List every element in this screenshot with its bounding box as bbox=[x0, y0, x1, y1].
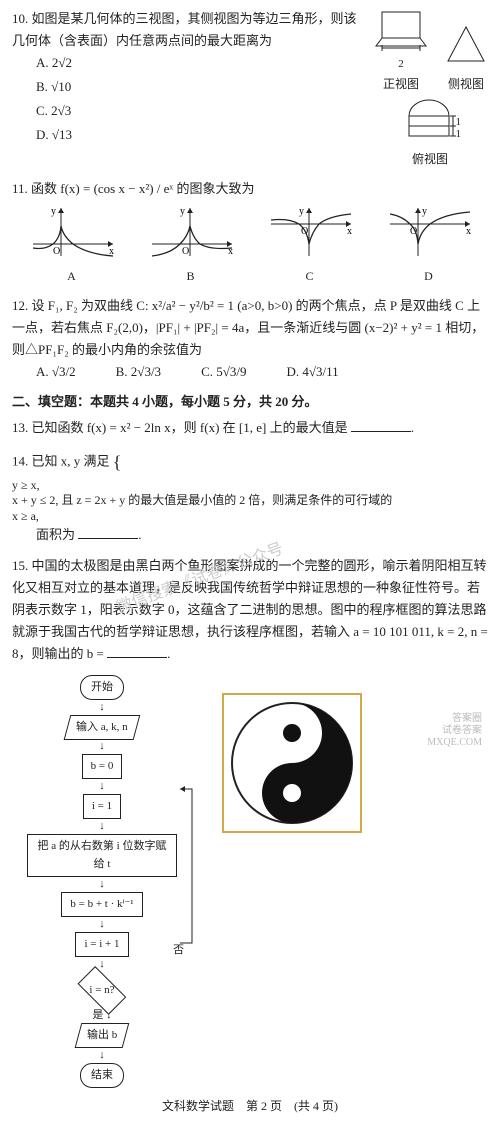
svg-text:x: x bbox=[347, 226, 352, 237]
graph-d-icon: xyO bbox=[384, 204, 474, 260]
graph-a-icon: xyO bbox=[27, 204, 117, 260]
q15-blank bbox=[107, 644, 167, 658]
yinyang-figure bbox=[222, 673, 362, 833]
graph-a-label: A bbox=[27, 266, 117, 286]
flow-start: 开始 bbox=[80, 675, 124, 700]
watermark-corner: 答案圈 试卷答案 MXQE.COM bbox=[427, 713, 482, 749]
q13-text: 13. 已知函数 f(x) = x² − 2ln x，则 f(x) 在 [1, … bbox=[12, 420, 348, 435]
q12-text: 12. 设 F₁, F₂ 为双曲线 C: x²/a² − y²/b² = 1 (… bbox=[12, 295, 488, 361]
yinyang-icon bbox=[224, 695, 360, 831]
graph-b-icon: xyO bbox=[146, 204, 236, 260]
svg-text:y: y bbox=[422, 206, 427, 217]
side-label: 侧视图 bbox=[444, 74, 488, 94]
flow-inc: i = i + 1 bbox=[75, 932, 128, 957]
flow-i1: i = 1 bbox=[83, 794, 121, 819]
flowchart-yinyang-row: 开始 ↓ 输入 a, k, n ↓ b = 0 ↓ i = 1 ↓ 把 a 的从… bbox=[12, 673, 488, 1090]
q15-text: 15. 中国的太极图是由黑白两个鱼形图案拼成的一个完整的圆形，喻示着阴阳相互转化… bbox=[12, 558, 488, 661]
top-label: 俯视图 bbox=[401, 149, 459, 169]
svg-text:y: y bbox=[51, 206, 56, 217]
flow-cond: i = n? bbox=[78, 966, 127, 1015]
question-15: 微信搜索《试卷》公众号 15. 中国的太极图是由黑白两个鱼形图案拼成的一个完整的… bbox=[12, 555, 488, 665]
q10-figures: 2 正视图 侧视图 bbox=[372, 8, 488, 170]
question-14: 14. 已知 x, y 满足 { y ≥ x, x + y ≤ 2, 且 z =… bbox=[12, 447, 488, 546]
top-view-icon bbox=[401, 98, 459, 142]
question-12: 12. 设 F₁, F₂ 为双曲线 C: x²/a² − y²/b² = 1 (… bbox=[12, 295, 488, 383]
q14-sys-c: x ≥ a, bbox=[12, 509, 39, 523]
q12-opt-d: D. 4√3/11 bbox=[286, 361, 338, 383]
q14-tail: 面积为 bbox=[36, 527, 75, 542]
q14-text: 14. 已知 x, y 满足 bbox=[12, 453, 110, 468]
flow-b0: b = 0 bbox=[82, 754, 123, 779]
q14-sys-a: y ≥ x, bbox=[12, 478, 40, 492]
q10-opt-a: A. 2√2 bbox=[36, 52, 362, 74]
svg-text:x: x bbox=[466, 226, 471, 237]
flow-yes: 是 bbox=[92, 1009, 103, 1021]
flow-update: b = b + t · kⁱ⁻¹ bbox=[61, 892, 142, 917]
q12-opt-c: C. 5√3/9 bbox=[201, 361, 246, 383]
graph-c-icon: xyO bbox=[265, 204, 355, 260]
graph-d-label: D bbox=[384, 266, 474, 286]
page-footer: 文科数学试题 第 2 页 (共 4 页) bbox=[12, 1096, 488, 1116]
front-view-icon bbox=[372, 8, 430, 52]
side-view-icon bbox=[444, 23, 488, 67]
svg-text:O: O bbox=[53, 246, 60, 257]
q14-sys-b: x + y ≤ 2, 且 z = 2x + y 的最大值是最小值的 2 倍，则满… bbox=[12, 493, 392, 507]
graph-c-label: C bbox=[265, 266, 355, 286]
q13-blank bbox=[351, 418, 411, 432]
loop-arrow-icon bbox=[178, 783, 198, 951]
graph-b-label: B bbox=[146, 266, 236, 286]
svg-text:y: y bbox=[180, 206, 185, 217]
svg-text:O: O bbox=[182, 246, 189, 257]
q10-opt-d: D. √13 bbox=[36, 124, 362, 146]
q14-blank bbox=[78, 525, 138, 539]
flow-end: 结束 bbox=[80, 1063, 124, 1088]
question-11: 11. 函数 f(x) = (cos x − x²) / eˣ 的图象大致为 x… bbox=[12, 178, 488, 287]
question-10: 10. 如图是某几何体的三视图，其侧视图为等边三角形，则该几何体（含表面）内任意… bbox=[12, 8, 488, 170]
front-label: 正视图 bbox=[372, 74, 430, 94]
svg-text:y: y bbox=[299, 206, 304, 217]
q12-opt-a: A. √3/2 bbox=[36, 361, 76, 383]
question-13: 13. 已知函数 f(x) = x² − 2ln x，则 f(x) 在 [1, … bbox=[12, 417, 488, 439]
flow-assign: 把 a 的从右数第 i 位数字赋给 t bbox=[27, 834, 177, 877]
q10-text: 10. 如图是某几何体的三视图，其侧视图为等边三角形，则该几何体（含表面）内任意… bbox=[12, 11, 357, 48]
dim-2: 2 bbox=[372, 55, 430, 74]
section-2-header: 二、填空题：本题共 4 小题，每小题 5 分，共 20 分。 bbox=[12, 391, 488, 413]
q11-text: 11. 函数 f(x) = (cos x − x²) / eˣ 的图象大致为 bbox=[12, 178, 488, 200]
dim-1b: 1 bbox=[456, 125, 462, 144]
q10-opt-b: B. √10 bbox=[36, 76, 362, 98]
q10-opt-c: C. 2√3 bbox=[36, 100, 362, 122]
q11-graphs: xyO A xyO B xyO C bbox=[12, 204, 488, 287]
q12-opt-b: B. 2√3/3 bbox=[116, 361, 161, 383]
flowchart: 开始 ↓ 输入 a, k, n ↓ b = 0 ↓ i = 1 ↓ 把 a 的从… bbox=[12, 673, 192, 1090]
flow-output: 输出 b bbox=[87, 1026, 117, 1045]
flow-input: 输入 a, k, n bbox=[76, 718, 128, 737]
